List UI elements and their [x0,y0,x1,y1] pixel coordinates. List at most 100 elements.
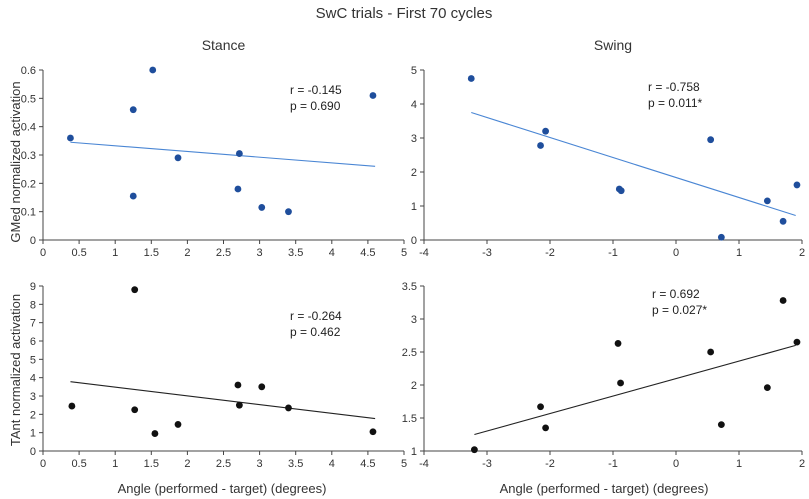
data-point [174,421,182,428]
stat-annotation: p = 0.462 [290,325,341,339]
data-point [149,66,157,74]
x-tick-label: 2 [184,458,190,470]
stat-annotation: r = -0.758 [648,80,700,94]
panel-bottom-right: -4 -3 -2 -1 0 1 2 1 1.5 2 2.5 3 3.5 r = 0.692 p = 0.02… [402,281,805,470]
x-tick-label: 4.5 [360,247,375,259]
x-tick-label: 1 [736,247,742,259]
x-tick-label: 1 [112,247,118,259]
x-tick-label: -1 [608,247,618,259]
x-tick-label: -4 [419,247,429,259]
x-tick-label: 4 [329,247,335,259]
data-point [129,106,137,114]
x-tick-label: 3 [257,458,263,470]
y-tick-label: 3.5 [402,281,417,293]
data-point [68,402,76,410]
data-point [467,75,475,82]
x-tick-label: -2 [545,458,555,470]
x-tick-label: 0.5 [71,458,86,470]
stat-annotation: p = 0.011* [648,96,702,110]
y-tick-label: 2.5 [402,347,417,359]
data-point [717,421,725,428]
y-tick-label: 0.1 [21,207,36,219]
data-point [617,379,624,387]
data-point [707,136,715,144]
panels: 0 0.5 1 1.5 2 2.5 3 3.5 4 4.5 500.10.20.30.40.50.6… [21,37,805,470]
regression-line [471,111,796,217]
x-tick-label: 1 [112,458,118,470]
panel-bottom-left: 0 0.5 1 1.5 2 2.5 3 3.5 4 4.5 5 0 1 2 3 4 5 6 7 8 9 r = -0.26… [30,281,407,470]
y-tick-label: 1.5 [402,413,417,425]
y-tick-label: 3 [411,133,417,145]
panel-title: Swing [594,37,632,53]
data-point [707,348,715,356]
data-point [793,338,801,346]
stat-annotation: r = -0.264 [290,309,342,323]
regression-line [474,344,796,436]
y-tick-label: 2 [30,409,36,421]
panel-top-left: 0 0.5 1 1.5 2 2.5 3 3.5 4 4.5 5 0 0.1 0.2 0.3 0.4 0.5 0.6… [21,37,407,259]
data-point [131,286,139,294]
x-tick-label: 2 [799,458,805,470]
y-tick-label: 6 [30,336,36,348]
y-tick-label: 0.6 [21,65,36,77]
y-tick-label: 7 [30,318,36,330]
y-tick-label: 5 [30,354,36,366]
y-tick-label: 2 [411,167,417,179]
y-tick-label: 4 [411,99,417,111]
data-point [151,430,159,437]
data-point [258,204,266,211]
x-tick-label: 0 [40,247,46,259]
y-tick-label: 3 [30,391,36,403]
x-tick-label: 2 [799,247,805,259]
x-tick-label: 0 [673,247,679,259]
data-point [614,340,622,347]
x-tick-label: 4 [329,458,335,470]
data-point [235,150,243,157]
x-tick-label: 5 [401,247,407,259]
y-tick-label: 0.3 [21,150,36,162]
y-tick-label: 1 [411,201,417,213]
x-tick-label: 1.5 [144,458,159,470]
y-tick-label: 1 [411,446,417,458]
stat-annotation: r = 0.692 [652,287,700,301]
data-point [763,384,771,392]
x-tick-label: 3.5 [288,458,303,470]
y-tick-label: 0.5 [21,93,36,105]
x-axis-label-left: Angle (performed - target) (degrees) [118,481,327,496]
y-tick-label: 0 [30,446,36,458]
x-tick-label: 2.5 [216,247,231,259]
x-tick-label: -1 [608,458,618,470]
y-tick-label: 3 [411,314,417,326]
x-tick-label: -4 [419,458,429,470]
data-point [369,92,377,99]
y-tick-label: 0 [411,235,417,247]
data-point [235,401,243,409]
x-tick-label: 0 [40,458,46,470]
x-tick-label: 3.5 [288,247,303,259]
data-point [234,381,242,389]
figure-title: SwC trials - First 70 cycles [316,5,493,22]
data-point [131,406,139,414]
data-point [779,217,787,225]
regression-line [70,381,376,420]
x-tick-label: 3 [257,247,263,259]
data-point [174,154,182,162]
data-point [717,233,725,241]
data-point [234,185,242,193]
x-axis-label-right: Angle (performed - target) (degrees) [500,481,709,496]
y-tick-label: 4 [30,373,36,385]
x-tick-label: 0 [673,458,679,470]
data-point [542,127,549,135]
data-point [763,197,771,205]
y-axis-label-top: GMed normalized activation [8,81,23,242]
data-point [617,187,625,195]
y-tick-label: 8 [30,299,36,311]
x-tick-label: -3 [482,458,492,470]
data-point [285,208,292,216]
data-point [793,181,801,189]
x-tick-label: 2.5 [216,458,231,470]
regression-line [70,141,376,167]
y-tick-label: 9 [30,281,36,293]
x-tick-label: 4.5 [360,458,375,470]
